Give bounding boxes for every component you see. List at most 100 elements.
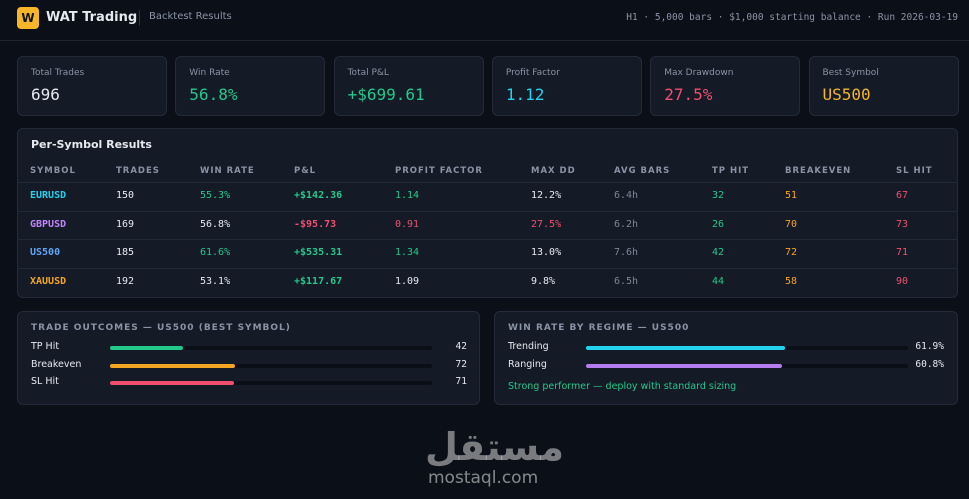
- cell: 56.8%: [200, 218, 231, 230]
- cell: 71: [896, 247, 909, 259]
- stat-card: Best Symbol US500: [808, 56, 959, 116]
- stat-value: +$699.61: [347, 85, 425, 104]
- cell: 1.14: [395, 190, 420, 201]
- cell: 7.6h: [614, 247, 639, 259]
- watermark: مستقل: [425, 425, 564, 469]
- stat-value: 696: [31, 85, 60, 104]
- cell: 70: [785, 218, 798, 230]
- cell: 0.91: [395, 218, 420, 230]
- column-header: SYMBOL: [30, 166, 76, 176]
- bar-label: SL Hit: [31, 376, 59, 387]
- cell: 90: [896, 276, 909, 288]
- cell: 26: [712, 218, 725, 230]
- cell: 6.2h: [614, 218, 639, 230]
- cell: 58: [785, 276, 798, 288]
- bar-label: Ranging: [508, 358, 547, 370]
- stat-card: Total Trades 696: [17, 56, 167, 116]
- cell: 61.6%: [200, 247, 231, 259]
- stat-label: Win Rate: [189, 68, 230, 78]
- stat-value: 1.12: [505, 85, 545, 104]
- cell: 67: [896, 190, 909, 201]
- divider: [139, 10, 140, 26]
- column-header: WIN RATE: [200, 166, 255, 176]
- column-header: PROFIT FACTOR: [395, 166, 483, 176]
- cell: 27.5%: [531, 218, 562, 230]
- bar-track: [110, 363, 432, 368]
- panel-title: TRADE OUTCOMES — US500 (BEST SYMBOL): [31, 323, 291, 333]
- cell: 55.3%: [200, 190, 231, 201]
- bar-value: 61.9%: [915, 341, 944, 352]
- cell: 53.1%: [200, 276, 231, 288]
- cell: 169: [116, 218, 135, 230]
- cell: +$142.36: [294, 190, 343, 201]
- regime-panel: WIN RATE BY REGIME — US500 Strong perfor…: [494, 311, 958, 405]
- logo[interactable]: W: [17, 7, 39, 29]
- cell: XAUUSD: [30, 276, 67, 288]
- row-divider: [18, 182, 957, 183]
- cell: 192: [116, 276, 135, 288]
- stat-card: Max Drawdown 27.5%: [650, 56, 801, 116]
- cell: EURUSD: [30, 190, 67, 201]
- regime-note: Strong performer — deploy with standard …: [508, 381, 737, 392]
- bar-label: Trending: [508, 341, 549, 352]
- bar-track: [110, 346, 432, 350]
- cell: 6.4h: [614, 190, 639, 201]
- column-header: MAX DD: [531, 166, 576, 176]
- stat-label: Total Trades: [31, 68, 85, 78]
- panel-title: WIN RATE BY REGIME — US500: [508, 323, 690, 333]
- symbol-table: Per-Symbol Results SYMBOL TRADES WIN RATE P…: [17, 128, 958, 298]
- bar: [586, 346, 786, 350]
- bar-track: [586, 363, 908, 368]
- stat-card: Profit Factor 1.12: [491, 56, 642, 116]
- cell: 13.0%: [531, 247, 562, 259]
- cell: GBPUSD: [30, 218, 67, 230]
- cell: 150: [116, 190, 135, 201]
- column-header: TRADES: [116, 166, 160, 176]
- bar-value: 72: [455, 358, 467, 370]
- bar-track: [110, 381, 432, 385]
- cell: 51: [785, 190, 798, 201]
- cell: 42: [712, 247, 725, 259]
- cell: 185: [116, 247, 135, 259]
- row-divider: [18, 239, 957, 241]
- bar-value: 60.8%: [915, 358, 944, 370]
- stat-label: Total P&L: [347, 68, 389, 78]
- stat-value: 27.5%: [664, 85, 713, 104]
- column-header: P&L: [294, 166, 317, 176]
- cell: 73: [896, 218, 909, 230]
- column-header: BREAKEVEN: [785, 166, 852, 176]
- stat-label: Max Drawdown: [664, 68, 734, 78]
- cell: 44: [712, 276, 725, 288]
- cell: 12.2%: [531, 190, 562, 201]
- top-bar: [0, 0, 969, 41]
- column-header: TP HIT: [712, 166, 750, 176]
- bar-label: Breakeven: [31, 358, 82, 370]
- watermark-url: mostaql.com: [428, 468, 539, 488]
- cell: 32: [712, 190, 725, 201]
- cell: 9.8%: [531, 276, 556, 288]
- run-meta: H1 · 5,000 bars · $1,000 starting balanc…: [626, 12, 958, 23]
- stat-value: US500: [822, 85, 871, 104]
- outcomes-panel: TRADE OUTCOMES — US500 (BEST SYMBOL) TP …: [17, 311, 480, 405]
- column-header: SL HIT: [896, 166, 933, 176]
- stat-value: 56.8%: [189, 85, 238, 104]
- bar-value: 71: [455, 376, 467, 387]
- cell: US500: [30, 247, 61, 259]
- bar-value: 42: [455, 341, 467, 352]
- bar: [110, 363, 236, 368]
- column-header: AVG BARS: [614, 166, 671, 176]
- cell: 1.34: [395, 247, 420, 259]
- cell: +$535.31: [294, 247, 343, 259]
- cell: -$95.73: [294, 218, 337, 230]
- cell: 72: [785, 247, 798, 259]
- stat-card: Total P&L +$699.61: [333, 56, 484, 116]
- cell: +$117.67: [294, 276, 343, 288]
- cell: 1.09: [395, 276, 420, 288]
- subtitle: Backtest Results: [149, 11, 232, 22]
- table-title: Per-Symbol Results: [31, 138, 152, 151]
- row-divider: [18, 268, 957, 270]
- stat-label: Profit Factor: [505, 68, 560, 78]
- row-divider: [18, 210, 957, 212]
- bar-track: [586, 346, 908, 350]
